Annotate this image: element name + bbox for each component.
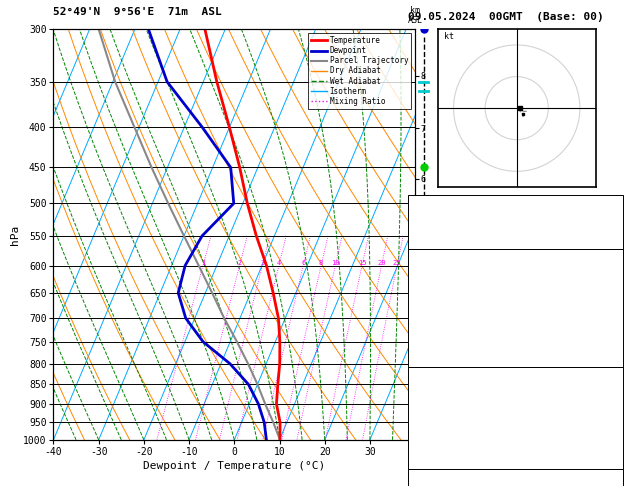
Text: CIN (J): CIN (J) — [411, 451, 452, 461]
Text: 1.22: 1.22 — [596, 230, 619, 241]
Text: Most Unstable: Most Unstable — [477, 370, 554, 381]
Text: 09.05.2024  00GMT  (Base: 00): 09.05.2024 00GMT (Base: 00) — [408, 12, 603, 22]
Text: 15: 15 — [358, 260, 366, 265]
Text: CAPE (J): CAPE (J) — [411, 434, 459, 445]
Text: CIN (J): CIN (J) — [411, 348, 452, 359]
Text: 8: 8 — [319, 260, 323, 265]
Text: 1: 1 — [201, 260, 205, 265]
Text: Mixing Ratio (g/kg): Mixing Ratio (g/kg) — [472, 208, 481, 302]
Text: Dewp (°C): Dewp (°C) — [411, 284, 464, 295]
Y-axis label: hPa: hPa — [10, 225, 20, 244]
Text: Hodograph: Hodograph — [489, 472, 542, 483]
Text: 52°49'N  9°56'E  71m  ASL: 52°49'N 9°56'E 71m ASL — [53, 7, 222, 17]
Text: 7.1: 7.1 — [601, 284, 619, 295]
Text: LCL: LCL — [431, 425, 445, 434]
Text: © weatheronline.co.uk: © weatheronline.co.uk — [408, 471, 520, 480]
Text: Lifted Index: Lifted Index — [411, 418, 482, 429]
Text: 3: 3 — [613, 198, 619, 208]
Text: km
ASL: km ASL — [408, 6, 423, 25]
Text: 305: 305 — [601, 402, 619, 413]
Text: θₑ (K): θₑ (K) — [411, 402, 447, 413]
Legend: Temperature, Dewpoint, Parcel Trajectory, Dry Adiabat, Wet Adiabat, Isotherm, Mi: Temperature, Dewpoint, Parcel Trajectory… — [308, 33, 411, 109]
Text: 25: 25 — [392, 260, 401, 265]
Text: kt: kt — [444, 32, 454, 41]
Text: Pressure (mb): Pressure (mb) — [411, 386, 487, 397]
Text: Temp (°C): Temp (°C) — [411, 268, 464, 278]
X-axis label: Dewpoint / Temperature (°C): Dewpoint / Temperature (°C) — [143, 461, 325, 471]
Text: 4: 4 — [277, 260, 281, 265]
Text: 298: 298 — [601, 300, 619, 311]
Text: 10.1: 10.1 — [596, 268, 619, 278]
Text: 0: 0 — [613, 434, 619, 445]
Text: Lifted Index: Lifted Index — [411, 316, 482, 327]
Text: PW (cm): PW (cm) — [411, 230, 452, 241]
Text: LCL: LCL — [422, 425, 437, 434]
Text: 0: 0 — [613, 451, 619, 461]
Text: K: K — [411, 198, 417, 208]
Text: Surface: Surface — [494, 252, 536, 262]
Text: 0: 0 — [613, 332, 619, 343]
Text: 900: 900 — [601, 386, 619, 397]
Text: 11: 11 — [607, 316, 619, 327]
Text: 3: 3 — [260, 260, 264, 265]
Text: θe(K): θe(K) — [411, 300, 441, 311]
Text: 6: 6 — [301, 260, 305, 265]
Text: CAPE (J): CAPE (J) — [411, 332, 459, 343]
Text: 0: 0 — [613, 348, 619, 359]
Text: 6: 6 — [613, 418, 619, 429]
Text: Totals Totals: Totals Totals — [411, 214, 487, 225]
Text: 2: 2 — [238, 260, 242, 265]
Text: 20: 20 — [377, 260, 386, 265]
Text: 10: 10 — [331, 260, 340, 265]
Text: 45: 45 — [607, 214, 619, 225]
